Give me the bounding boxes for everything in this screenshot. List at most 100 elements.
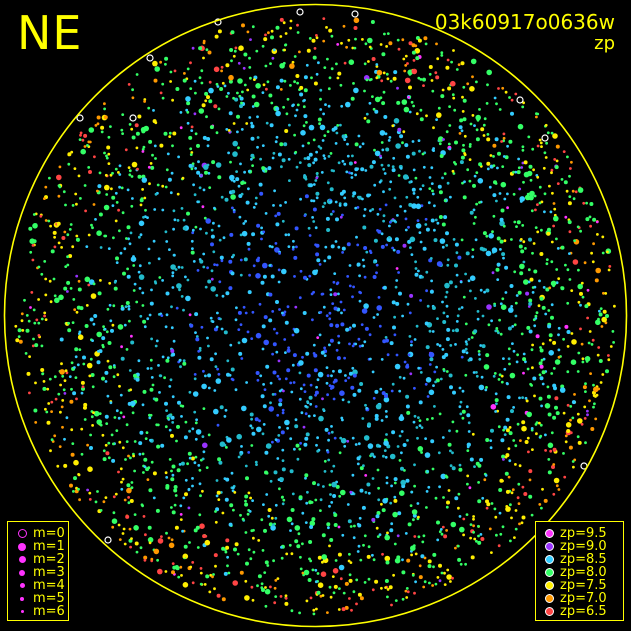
- star-marker: [445, 304, 449, 308]
- star-marker: [271, 393, 275, 396]
- star-marker: [348, 161, 353, 166]
- star-marker: [547, 412, 552, 417]
- star-marker: [348, 264, 352, 267]
- star-marker: [329, 493, 332, 496]
- star-marker: [363, 340, 367, 344]
- star-marker: [401, 141, 404, 145]
- star-marker: [499, 217, 504, 222]
- star-marker: [75, 397, 78, 401]
- star-marker: [492, 193, 497, 198]
- star-marker: [557, 348, 561, 352]
- star-marker: [127, 501, 131, 505]
- star-marker: [532, 168, 535, 172]
- star-marker: [550, 431, 554, 435]
- star-marker: [514, 314, 518, 318]
- star-marker: [284, 129, 289, 133]
- star-marker: [73, 476, 77, 481]
- star-marker: [322, 408, 325, 411]
- star-marker: [159, 60, 163, 64]
- star-marker: [288, 179, 291, 183]
- star-marker: [23, 298, 26, 302]
- star-marker: [105, 451, 110, 456]
- star-marker: [446, 327, 451, 332]
- star-marker: [557, 333, 560, 337]
- star-marker: [446, 500, 450, 505]
- star-marker: [76, 363, 80, 367]
- star-marker: [227, 129, 231, 132]
- star-marker: [543, 151, 547, 155]
- star-marker: [282, 61, 286, 65]
- star-marker: [596, 233, 599, 236]
- star-marker: [171, 271, 175, 275]
- star-marker: [353, 17, 360, 24]
- star-marker: [57, 241, 61, 245]
- star-marker: [286, 421, 290, 425]
- star-marker: [521, 396, 524, 399]
- star-marker: [305, 351, 310, 356]
- star-marker: [200, 81, 204, 85]
- star-marker: [417, 269, 420, 273]
- star-marker: [580, 422, 584, 426]
- star-marker: [466, 168, 470, 172]
- star-marker: [88, 374, 92, 378]
- star-marker: [550, 171, 553, 175]
- star-marker: [451, 576, 454, 580]
- star-marker: [361, 197, 364, 201]
- star-marker: [465, 513, 469, 516]
- star-marker: [131, 96, 135, 100]
- star-marker: [360, 323, 364, 326]
- star-marker: [202, 442, 208, 449]
- star-marker: [61, 236, 66, 240]
- star-marker: [193, 461, 197, 465]
- star-marker: [37, 298, 40, 301]
- star-marker: [180, 207, 184, 210]
- star-marker: [97, 349, 100, 353]
- star-marker: [379, 387, 383, 391]
- star-marker: [499, 532, 503, 536]
- star-marker: [391, 168, 396, 173]
- star-marker: [505, 417, 510, 422]
- star-marker: [336, 124, 340, 127]
- star-marker: [321, 139, 325, 142]
- star-marker: [169, 70, 173, 74]
- star-marker: [577, 440, 582, 445]
- star-marker: [133, 513, 137, 516]
- star-marker: [257, 539, 261, 542]
- star-marker: [143, 457, 148, 462]
- star-marker: [248, 56, 251, 60]
- star-marker: [221, 294, 225, 298]
- star-marker: [418, 575, 423, 580]
- star-marker: [333, 523, 338, 527]
- star-marker: [298, 447, 302, 451]
- star-marker: [72, 490, 75, 493]
- star-marker: [83, 402, 88, 407]
- star-marker: [120, 480, 123, 484]
- star-marker: [413, 463, 416, 467]
- star-marker: [553, 386, 557, 391]
- star-marker: [478, 357, 482, 361]
- star-marker: [275, 110, 281, 117]
- star-marker: [504, 90, 508, 94]
- star-marker: [276, 577, 280, 580]
- star-marker: [310, 76, 313, 80]
- star-marker: [119, 393, 123, 397]
- star-marker: [113, 365, 116, 369]
- star-marker: [466, 82, 470, 86]
- star-marker: [321, 205, 325, 209]
- star-marker: [445, 529, 448, 532]
- star-marker: [170, 305, 173, 309]
- star-marker: [316, 336, 320, 339]
- star-marker: [281, 219, 285, 223]
- star-marker: [566, 345, 570, 348]
- star-marker: [147, 525, 152, 530]
- star-marker: [290, 609, 294, 613]
- star-marker: [466, 449, 470, 452]
- star-marker: [43, 314, 46, 318]
- star-marker: [165, 313, 169, 317]
- star-marker: [346, 503, 350, 506]
- star-marker: [363, 275, 367, 279]
- star-marker: [171, 562, 175, 565]
- star-marker: [540, 358, 544, 362]
- star-marker: [568, 278, 572, 281]
- star-marker: [174, 494, 178, 497]
